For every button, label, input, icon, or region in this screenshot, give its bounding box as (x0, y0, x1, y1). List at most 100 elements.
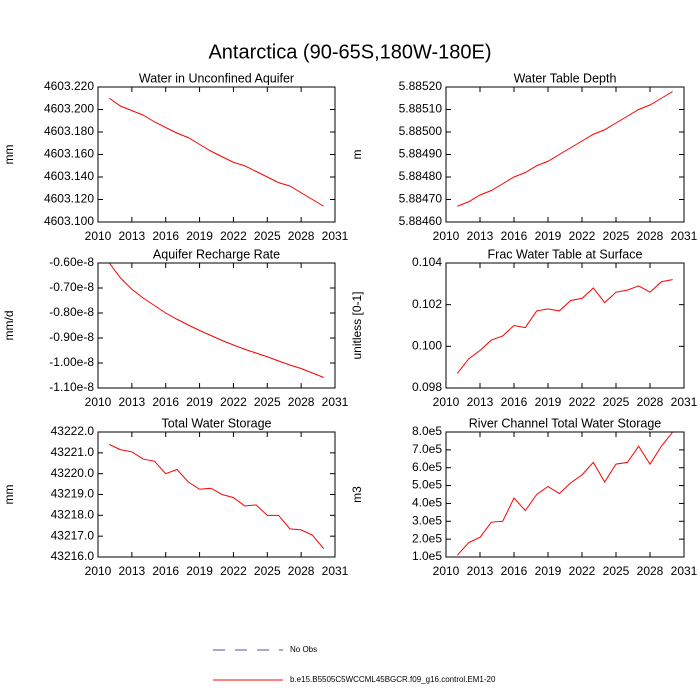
y-tick-label: 4603.160 (44, 147, 94, 161)
data-line (457, 91, 673, 207)
y-tick-label: -0.80e-8 (49, 305, 94, 319)
x-tick-label: 2025 (603, 229, 630, 243)
x-tick-label: 2016 (501, 229, 528, 243)
x-tick-label: 2031 (322, 229, 349, 243)
x-tick-label: 2010 (433, 229, 460, 243)
y-tick-label: 3.0e5 (412, 513, 442, 527)
x-tick-label: 2025 (603, 395, 630, 409)
x-tick-label: 2010 (85, 564, 112, 578)
panel-title: Water in Unconfined Aquifer (139, 71, 294, 85)
x-tick-label: 2010 (85, 395, 112, 409)
y-axis-label: mm (2, 485, 16, 505)
y-tick-label: 0.100 (412, 339, 442, 353)
y-tick-label: -0.70e-8 (49, 280, 94, 294)
y-tick-label: 43218.0 (51, 508, 95, 522)
data-line (456, 431, 674, 556)
x-tick-label: 2016 (501, 395, 528, 409)
x-tick-label: 2025 (254, 564, 281, 578)
figure-title: Antarctica (90-65S,180W-180E) (208, 41, 491, 63)
x-tick-label: 2013 (467, 395, 494, 409)
y-tick-label: 5.88490 (399, 147, 443, 161)
y-tick-label: 8.0e5 (412, 424, 442, 438)
x-tick-label: 2022 (220, 564, 247, 578)
x-tick-label: 2013 (119, 564, 146, 578)
y-tick-label: 43222.0 (51, 424, 95, 438)
plot-frame (97, 86, 336, 223)
x-tick-label: 2013 (119, 229, 146, 243)
y-tick-label: 4603.180 (44, 124, 94, 138)
y-tick-label: 5.88480 (399, 169, 443, 183)
y-tick-label: 0.098 (412, 380, 442, 394)
y-tick-label: 5.88510 (399, 102, 443, 116)
x-tick-label: 2013 (467, 564, 494, 578)
y-tick-label: 4603.220 (44, 79, 94, 93)
y-tick-label: 43219.0 (51, 487, 95, 501)
y-tick-label: 7.0e5 (412, 442, 442, 456)
panel-title: Total Water Storage (161, 416, 271, 430)
x-tick-label: 2022 (220, 229, 247, 243)
x-tick-label: 2028 (637, 564, 664, 578)
y-tick-label: 1.0e5 (412, 549, 442, 563)
y-tick-label: 4603.100 (44, 214, 94, 228)
y-tick-label: 5.88460 (399, 214, 443, 228)
y-tick-label: -1.00e-8 (49, 355, 94, 369)
x-tick-label: 2010 (433, 395, 460, 409)
x-tick-label: 2019 (186, 229, 213, 243)
y-tick-label: 4.0e5 (412, 496, 442, 510)
data-line (109, 444, 325, 549)
x-tick-label: 2028 (637, 395, 664, 409)
x-tick-label: 2019 (535, 229, 562, 243)
x-tick-label: 2016 (152, 564, 179, 578)
panel-title: Aquifer Recharge Rate (153, 247, 280, 261)
panel-title: Water Table Depth (514, 71, 617, 85)
panel-title: River Channel Total Water Storage (469, 416, 662, 430)
x-tick-label: 2025 (254, 229, 281, 243)
x-tick-label: 2016 (152, 395, 179, 409)
x-tick-label: 2019 (186, 564, 213, 578)
y-tick-label: 4603.200 (44, 102, 94, 116)
y-tick-label: -0.60e-8 (49, 255, 94, 269)
x-tick-label: 2031 (671, 229, 698, 243)
x-tick-label: 2025 (254, 395, 281, 409)
x-tick-label: 2022 (569, 395, 596, 409)
x-tick-label: 2019 (535, 564, 562, 578)
x-tick-label: 2010 (433, 564, 460, 578)
y-axis-label: m3 (350, 486, 364, 503)
legend-label: No Obs (290, 645, 317, 654)
plot-frame (97, 262, 336, 389)
data-line (108, 262, 324, 378)
y-tick-label: 43217.0 (51, 528, 95, 542)
x-tick-label: 2016 (501, 564, 528, 578)
x-tick-label: 2028 (637, 229, 664, 243)
y-tick-label: 5.88470 (399, 192, 443, 206)
x-tick-label: 2019 (535, 395, 562, 409)
y-tick-label: -0.90e-8 (49, 330, 94, 344)
x-tick-label: 2028 (288, 395, 315, 409)
plot-frame (445, 262, 685, 389)
y-tick-label: 0.104 (412, 255, 442, 269)
y-tick-label: 0.102 (412, 297, 442, 311)
x-tick-label: 2022 (220, 395, 247, 409)
x-tick-label: 2028 (288, 229, 315, 243)
x-tick-label: 2031 (322, 395, 349, 409)
y-tick-label: -1.10e-8 (49, 380, 94, 394)
y-tick-label: 5.88520 (399, 79, 443, 93)
y-tick-label: 6.0e5 (412, 460, 442, 474)
y-tick-label: 43221.0 (51, 445, 95, 459)
x-tick-label: 2028 (288, 564, 315, 578)
y-tick-label: 43220.0 (51, 466, 95, 480)
x-tick-label: 2031 (322, 564, 349, 578)
data-line (456, 279, 673, 374)
y-tick-label: 5.88500 (399, 124, 443, 138)
x-tick-label: 2031 (671, 395, 698, 409)
y-axis-label: m (350, 150, 364, 160)
x-tick-label: 2010 (85, 229, 112, 243)
y-tick-label: 5.0e5 (412, 478, 442, 492)
plot-frame (97, 431, 336, 558)
x-tick-label: 2031 (671, 564, 698, 578)
x-tick-label: 2016 (152, 229, 179, 243)
plot-frame (445, 431, 685, 558)
data-line (109, 97, 324, 207)
legend-label: b.e15.B5505C5WCCML45BGCR.f09_g16.control… (290, 675, 496, 684)
